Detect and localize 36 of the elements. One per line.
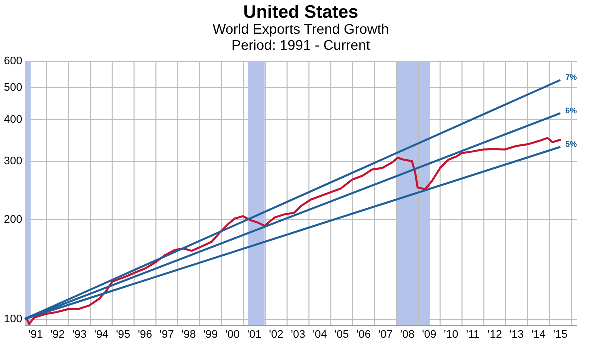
x-tick-label: '91	[28, 329, 44, 340]
x-tick-label: '05	[334, 329, 350, 340]
chart-title: United States	[243, 2, 359, 22]
x-tick-label: '13	[510, 329, 524, 340]
x-tick-label: '11	[466, 329, 480, 340]
series-label: 7%	[566, 73, 578, 82]
x-tick-label: '14	[532, 329, 546, 340]
x-tick-label: '01	[247, 329, 262, 340]
y-tick-label: 300	[4, 155, 22, 168]
x-tick-label: '06	[356, 329, 372, 340]
y-tick-label: 600	[4, 56, 22, 68]
x-tick-label: '96	[138, 329, 152, 340]
x-tick-label: '92	[50, 329, 65, 340]
x-tick-label: '00	[226, 329, 240, 340]
chart-subtitle: World Exports Trend Growth Period: 1991 - Current	[212, 21, 390, 53]
x-tick-label: '07	[378, 329, 393, 340]
x-tick-label: '12	[488, 329, 502, 340]
x-tick-label: '94	[94, 329, 109, 340]
x-tick-label: '02	[269, 329, 284, 340]
y-tick-label: 500	[4, 82, 22, 94]
x-tick-label: '09	[422, 329, 437, 340]
series-label: 6%	[566, 106, 578, 116]
x-tick-label: '95	[116, 329, 131, 340]
y-tick-label: 100	[4, 314, 22, 326]
series-label: 5%	[566, 140, 578, 150]
y-tick-label: 200	[4, 214, 22, 226]
x-tick-label: '98	[182, 329, 196, 340]
x-tick-label: '99	[204, 329, 218, 340]
x-tick-label: '97	[160, 329, 174, 340]
x-tick-label: '04	[312, 329, 328, 340]
x-tick-label: '03	[291, 329, 306, 340]
x-tick-label: '10	[444, 329, 458, 340]
y-tick-label: 400	[4, 114, 22, 126]
x-tick-label: '08	[400, 329, 415, 340]
x-tick-label: '15	[553, 329, 568, 340]
x-tick-label: '93	[72, 329, 87, 340]
